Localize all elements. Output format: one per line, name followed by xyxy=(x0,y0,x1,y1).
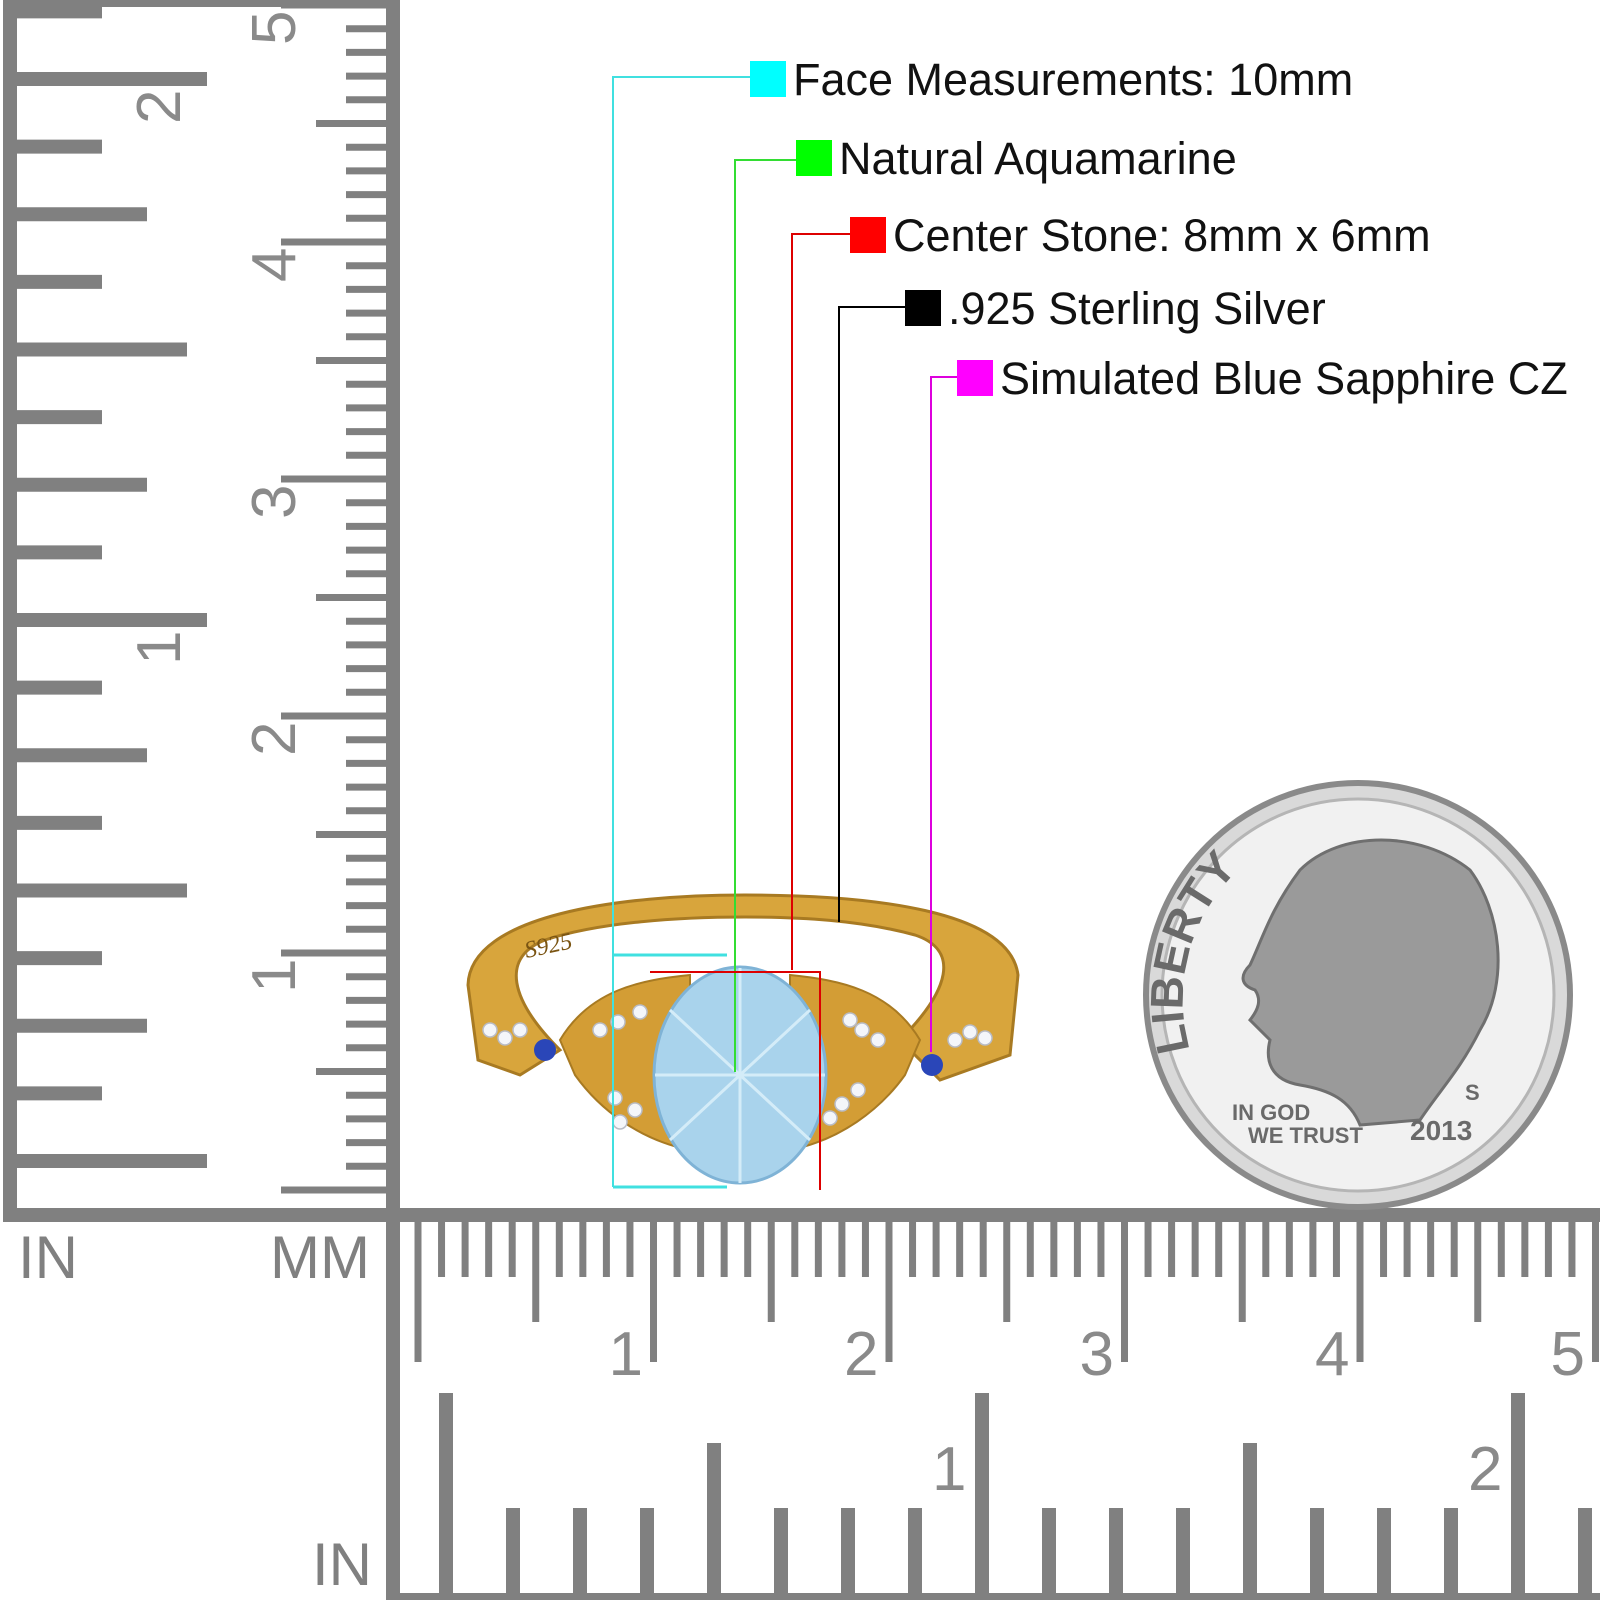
legend-label: Face Measurements: 10mm xyxy=(793,54,1353,105)
horizontal-ruler-frame xyxy=(386,1208,1600,1600)
vertical-ruler-frame xyxy=(3,0,400,1222)
legend-swatch xyxy=(957,360,993,396)
cz-stone xyxy=(842,1012,858,1028)
leader-line xyxy=(791,233,850,970)
cz-accent-stones xyxy=(482,1004,993,1130)
roosevelt-portrait-icon xyxy=(1241,838,1500,1127)
leader-line xyxy=(734,159,796,1072)
cz-stone xyxy=(850,1082,866,1098)
leader-line xyxy=(838,306,905,922)
vertical-ruler: 1 2 1 2 3 4 5 xyxy=(3,0,400,1222)
cz-stone xyxy=(822,1110,838,1126)
legend-label: Natural Aquamarine xyxy=(839,133,1237,184)
mm-unit-label: MM xyxy=(270,1224,370,1291)
leader-lines xyxy=(612,76,957,1190)
cz-stone xyxy=(854,1022,870,1038)
horizontal-inch-label: 2 xyxy=(1468,1435,1502,1504)
legend-label: Center Stone: 8mm x 6mm xyxy=(893,210,1431,261)
cz-stone xyxy=(512,1022,528,1038)
cz-stone xyxy=(612,1114,628,1130)
vertical-inch-label: 1 xyxy=(125,631,194,665)
sapphire-right xyxy=(921,1054,943,1076)
legend-swatch xyxy=(796,140,832,176)
cz-stone xyxy=(947,1032,963,1048)
horizontal-cm-label: 3 xyxy=(1080,1320,1114,1389)
coin-mint-mark: S xyxy=(1465,1080,1480,1105)
sapphire-left xyxy=(534,1039,556,1061)
cz-stone xyxy=(592,1022,608,1038)
leader-line xyxy=(930,376,957,1052)
coin-motto-line2: WE TRUST xyxy=(1248,1123,1363,1148)
cz-stone xyxy=(610,1014,626,1030)
horizontal-cm-label: 2 xyxy=(844,1320,878,1389)
cz-stone xyxy=(870,1032,886,1048)
horizontal-inch-label: 1 xyxy=(932,1435,966,1504)
vertical-cm-label: 1 xyxy=(240,959,309,993)
cz-stone xyxy=(482,1022,498,1038)
coin-motto-line1: IN GOD xyxy=(1232,1100,1310,1125)
ring-band xyxy=(466,893,1020,1082)
dime-coin: LIBERTY IN GOD WE TRUST 2013 S xyxy=(1140,780,1573,1210)
cz-stone xyxy=(834,1096,850,1112)
ring: S925 xyxy=(466,893,1020,1185)
legend-swatch xyxy=(750,61,786,97)
inch-unit-label-bottom: IN xyxy=(312,1531,372,1598)
cz-stone xyxy=(627,1102,643,1118)
horizontal-ruler: 1 2 3 4 51 2 xyxy=(386,1208,1600,1600)
cz-stone xyxy=(977,1030,993,1046)
center-stone-measure xyxy=(650,971,821,1190)
vertical-inch-label: 2 xyxy=(125,90,194,124)
vertical-cm-label: 5 xyxy=(240,11,309,45)
horizontal-cm-label: 4 xyxy=(1315,1320,1349,1389)
vertical-cm-label: 2 xyxy=(240,722,309,756)
legend-label: .925 Sterling Silver xyxy=(948,283,1326,334)
leader-line xyxy=(612,76,750,1187)
inch-unit-label-left: IN xyxy=(18,1224,78,1291)
horizontal-cm-label: 5 xyxy=(1551,1320,1585,1389)
cz-stone xyxy=(632,1004,648,1020)
vertical-cm-label: 4 xyxy=(240,248,309,282)
cz-stone xyxy=(497,1030,513,1046)
legend: Face Measurements: 10mm Natural Aquamarin… xyxy=(750,54,1568,404)
vertical-cm-label: 3 xyxy=(240,485,309,519)
cz-stone xyxy=(962,1024,978,1040)
stone-facets xyxy=(655,968,825,1183)
legend-swatch xyxy=(850,217,886,253)
coin-year: 2013 xyxy=(1410,1115,1472,1146)
legend-label: Simulated Blue Sapphire CZ xyxy=(1000,353,1568,404)
horizontal-cm-label: 1 xyxy=(609,1320,643,1389)
cz-stone xyxy=(607,1090,623,1106)
legend-swatch xyxy=(905,290,941,326)
